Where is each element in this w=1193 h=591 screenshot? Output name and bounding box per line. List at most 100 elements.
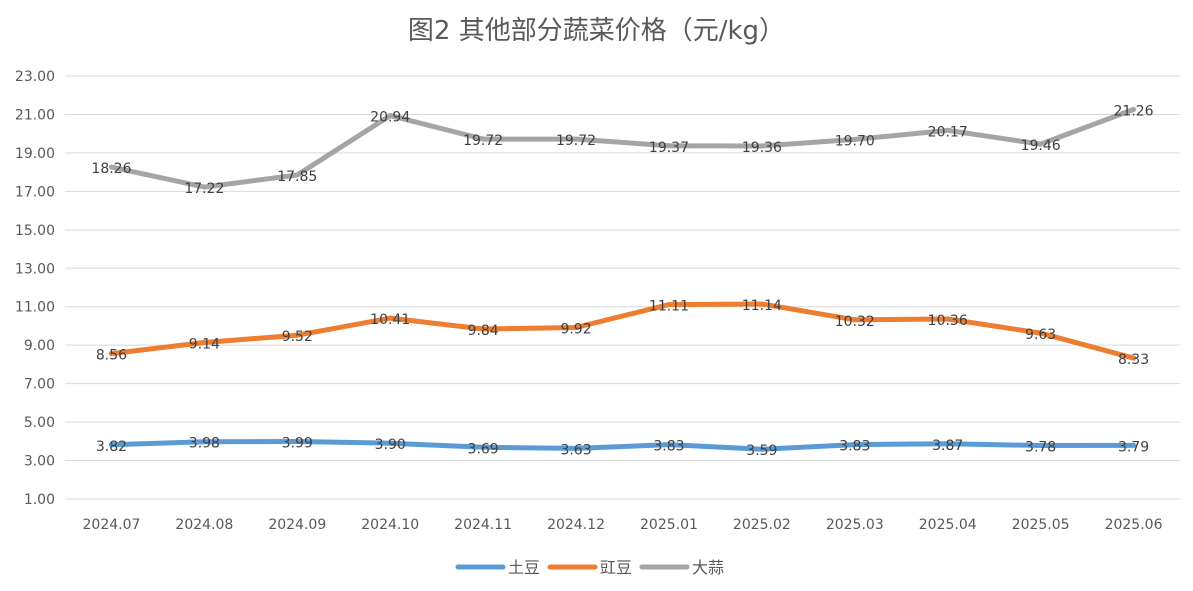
data-point bbox=[573, 324, 579, 330]
series-line bbox=[109, 439, 1136, 452]
y-tick-label: 9.00 bbox=[24, 338, 55, 354]
data-label: 9.52 bbox=[282, 329, 313, 345]
data-point bbox=[852, 136, 858, 142]
data-label: 8.56 bbox=[96, 348, 127, 364]
y-tick-label: 7.00 bbox=[24, 377, 55, 393]
series-line bbox=[109, 301, 1136, 361]
data-label: 3.63 bbox=[560, 442, 591, 458]
y-tick-label: 19.00 bbox=[15, 146, 55, 162]
data-point bbox=[852, 442, 858, 448]
x-tick-label: 2024.11 bbox=[454, 517, 512, 533]
data-label: 20.17 bbox=[928, 124, 968, 140]
y-tick-label: 11.00 bbox=[15, 300, 55, 316]
series-line bbox=[109, 107, 1136, 190]
data-point bbox=[852, 317, 858, 323]
data-point bbox=[945, 127, 951, 133]
x-tick-label: 2025.02 bbox=[733, 517, 791, 533]
data-point bbox=[108, 351, 114, 357]
x-tick-label: 2024.07 bbox=[83, 517, 141, 533]
data-label: 19.36 bbox=[742, 140, 782, 156]
data-point bbox=[480, 444, 486, 450]
data-label: 17.85 bbox=[277, 169, 317, 185]
data-label: 3.90 bbox=[375, 437, 406, 453]
data-point bbox=[387, 113, 393, 119]
data-point bbox=[945, 441, 951, 447]
data-point bbox=[108, 442, 114, 448]
data-point bbox=[387, 440, 393, 446]
x-tick-label: 2025.05 bbox=[1012, 517, 1070, 533]
data-point bbox=[294, 332, 300, 338]
data-label: 3.69 bbox=[468, 441, 499, 457]
data-label: 17.22 bbox=[184, 181, 224, 197]
legend-label: 土豆 bbox=[508, 558, 540, 577]
data-point bbox=[1131, 442, 1137, 448]
data-label: 9.92 bbox=[560, 321, 591, 337]
data-point bbox=[573, 445, 579, 451]
x-tick-label: 2025.01 bbox=[640, 517, 698, 533]
data-point bbox=[480, 136, 486, 142]
data-point bbox=[387, 315, 393, 321]
data-point bbox=[294, 439, 300, 445]
data-label: 19.70 bbox=[835, 133, 875, 149]
data-point bbox=[759, 446, 765, 452]
data-point bbox=[573, 136, 579, 142]
data-label: 3.87 bbox=[932, 438, 963, 454]
data-label: 3.82 bbox=[96, 439, 127, 455]
data-label: 20.94 bbox=[370, 110, 410, 126]
y-tick-label: 5.00 bbox=[24, 415, 55, 431]
data-point bbox=[201, 439, 207, 445]
x-tick-label: 2024.10 bbox=[361, 517, 419, 533]
data-label: 3.83 bbox=[839, 439, 870, 455]
data-point bbox=[1038, 141, 1044, 147]
data-point bbox=[1131, 355, 1137, 361]
data-label: 19.37 bbox=[649, 140, 689, 156]
data-point bbox=[759, 301, 765, 307]
data-label: 3.78 bbox=[1025, 440, 1056, 456]
data-label: 21.26 bbox=[1113, 103, 1153, 119]
data-point bbox=[1038, 330, 1044, 336]
data-label: 9.14 bbox=[189, 336, 220, 352]
x-tick-label: 2025.04 bbox=[919, 517, 977, 533]
y-tick-label: 21.00 bbox=[15, 107, 55, 123]
x-tick-label: 2024.12 bbox=[547, 517, 605, 533]
data-label: 19.46 bbox=[1021, 138, 1061, 154]
x-tick-label: 2025.03 bbox=[826, 517, 884, 533]
data-label: 19.72 bbox=[463, 133, 503, 149]
data-label: 8.33 bbox=[1118, 352, 1149, 368]
data-label: 3.79 bbox=[1118, 439, 1149, 455]
data-point bbox=[480, 326, 486, 332]
data-point bbox=[759, 143, 765, 149]
data-point bbox=[666, 302, 672, 308]
data-label: 10.32 bbox=[835, 314, 875, 330]
data-label: 3.59 bbox=[746, 443, 777, 459]
y-tick-label: 23.00 bbox=[15, 69, 55, 85]
data-label: 11.11 bbox=[649, 299, 689, 315]
data-label: 10.36 bbox=[928, 313, 968, 329]
y-tick-label: 17.00 bbox=[15, 184, 55, 200]
data-label: 3.99 bbox=[282, 436, 313, 452]
data-label: 10.41 bbox=[370, 312, 410, 328]
data-label: 11.14 bbox=[742, 298, 782, 314]
data-point bbox=[201, 184, 207, 190]
data-label: 3.98 bbox=[189, 436, 220, 452]
data-label: 3.83 bbox=[653, 439, 684, 455]
legend-label: 豇豆 bbox=[600, 558, 632, 577]
chart-title: 图2 其他部分蔬菜价格（元/kg） bbox=[407, 16, 786, 46]
data-label: 18.26 bbox=[91, 161, 131, 177]
y-tick-label: 13.00 bbox=[15, 261, 55, 277]
x-tick-label: 2024.09 bbox=[268, 517, 326, 533]
data-point bbox=[108, 164, 114, 170]
y-tick-label: 15.00 bbox=[15, 223, 55, 239]
data-point bbox=[294, 172, 300, 178]
y-tick-label: 3.00 bbox=[24, 454, 55, 470]
data-point bbox=[666, 442, 672, 448]
data-point bbox=[945, 316, 951, 322]
y-tick-label: 1.00 bbox=[24, 492, 55, 508]
data-label: 9.84 bbox=[468, 323, 499, 339]
data-point bbox=[201, 339, 207, 345]
legend-label: 大蒜 bbox=[692, 558, 724, 577]
x-tick-label: 2024.08 bbox=[175, 517, 233, 533]
data-point bbox=[666, 143, 672, 149]
